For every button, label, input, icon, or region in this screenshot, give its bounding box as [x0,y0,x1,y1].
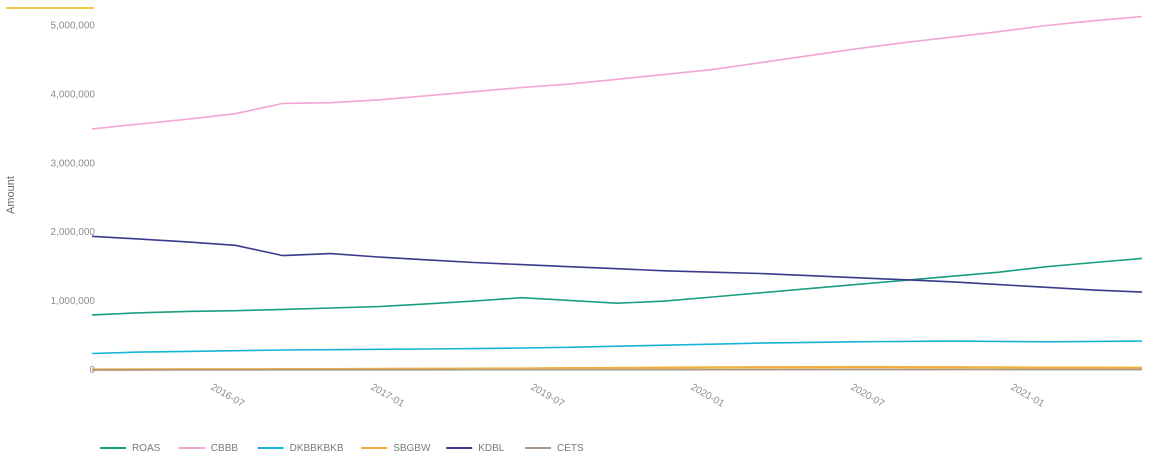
series-group [91,15,1143,371]
y-tick-label: 3,000,000 [51,158,96,169]
legend-label: CBBB [211,443,239,454]
legend-item[interactable]: SBGBW [361,443,431,454]
y-tick-label: 1,000,000 [51,296,96,307]
legend-item[interactable]: CBBB [178,443,239,454]
y-axis-title: Amount [5,176,17,214]
series-line-dkbbkbkb [91,340,1143,355]
legend-item[interactable]: ROAS [100,443,161,454]
y-axis: 01,000,0002,000,0003,000,0004,000,0005,0… [51,21,96,376]
y-tick-label: 5,000,000 [51,21,96,32]
x-tick-label: 2017-01 [369,382,407,410]
series-line-cbbb [91,15,1143,130]
x-tick-label: 2019-07 [529,382,567,410]
legend-label: ROAS [132,443,161,454]
x-axis: 2016-07 2017-01 2019-07 2020-01 2020-07 2021-… [209,382,1047,410]
y-tick-label: 2,000,000 [51,227,96,238]
series-line-kdbl [91,235,1143,293]
y-tick-label: 4,000,000 [51,89,96,100]
legend-label: KDBL [478,443,505,454]
legend-label: DKBBKBKB [290,443,344,454]
legend: ROAS CBBB DKBBKBKB SBGBW KDBL CETS [100,443,584,454]
legend-item[interactable]: KDBL [446,443,505,454]
legend-label: SBGBW [393,443,431,454]
legend-label: CETS [557,443,584,454]
legend-item[interactable]: CETS [525,443,584,454]
x-tick-label: 2020-07 [849,382,887,410]
x-tick-label: 2020-01 [689,382,727,410]
legend-item[interactable]: DKBBKBKB [257,443,344,454]
x-tick-label: 2021-01 [1009,382,1047,410]
x-tick-label: 2016-07 [209,382,247,410]
series-line-roas [91,257,1143,316]
